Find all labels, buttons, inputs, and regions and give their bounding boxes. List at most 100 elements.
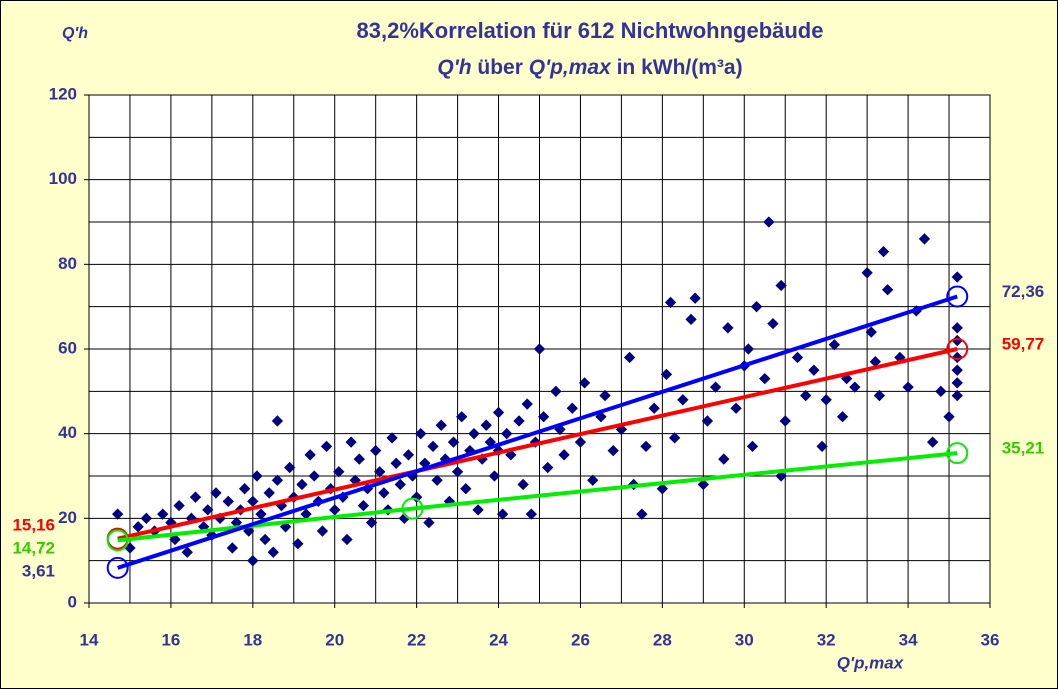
point — [869, 356, 881, 368]
point — [496, 508, 509, 520]
point — [623, 351, 636, 364]
x-tick-label: 30 — [735, 630, 754, 649]
point — [935, 385, 947, 397]
trend-marker — [946, 285, 969, 308]
point — [607, 444, 619, 457]
point — [640, 440, 652, 453]
x-tick-label: 20 — [325, 630, 344, 649]
point — [660, 368, 673, 381]
point — [247, 555, 259, 567]
point — [394, 478, 406, 491]
point — [951, 364, 963, 376]
point — [800, 389, 812, 402]
point — [267, 546, 279, 558]
point — [927, 436, 939, 448]
point — [759, 372, 771, 385]
point — [668, 432, 681, 444]
line-label: 15,16 — [12, 515, 55, 534]
point — [140, 512, 152, 524]
x-tick-label: 26 — [571, 630, 590, 649]
point — [423, 516, 435, 529]
point — [329, 504, 341, 516]
point — [296, 478, 308, 491]
subtitle-part: Q'h — [437, 56, 471, 79]
point — [189, 491, 202, 503]
point — [664, 296, 677, 309]
point — [648, 402, 660, 414]
point — [112, 508, 124, 520]
point — [173, 499, 185, 512]
point — [685, 313, 697, 326]
point — [775, 279, 787, 292]
point — [271, 415, 284, 427]
point — [456, 411, 468, 423]
trend-marker — [106, 529, 129, 552]
point — [750, 301, 763, 313]
trend-marker — [946, 442, 969, 465]
point — [537, 411, 550, 423]
point — [808, 364, 820, 376]
point — [222, 495, 234, 508]
point — [902, 381, 914, 393]
line-label: 3,61 — [22, 561, 55, 580]
y-tick-label: 80 — [58, 254, 77, 273]
point — [951, 377, 963, 389]
point — [701, 415, 714, 427]
point — [492, 406, 505, 419]
point — [263, 487, 275, 499]
point — [578, 377, 591, 389]
point — [820, 394, 832, 406]
point — [251, 470, 263, 482]
point — [447, 436, 460, 448]
point — [779, 415, 791, 427]
x-tick-label: 16 — [161, 630, 180, 649]
trend-line — [117, 347, 958, 541]
y-tick-label: 60 — [58, 338, 77, 357]
x-tick-label: 34 — [899, 630, 918, 649]
point — [181, 546, 193, 558]
point — [697, 478, 709, 491]
point — [255, 508, 267, 520]
point — [836, 411, 849, 423]
x-tick-label: 32 — [817, 630, 836, 649]
point — [566, 402, 578, 414]
point — [513, 415, 525, 427]
point — [730, 402, 742, 414]
point — [542, 461, 554, 474]
point — [247, 495, 259, 508]
point — [550, 385, 562, 397]
point — [132, 521, 144, 533]
line-label: 59,77 — [1002, 334, 1045, 353]
point — [345, 436, 357, 448]
point — [746, 440, 759, 453]
point — [533, 343, 546, 355]
x-axis-label: Q'p,max — [837, 653, 905, 672]
point — [284, 461, 296, 474]
point — [558, 449, 570, 461]
point — [517, 478, 529, 491]
point — [951, 271, 963, 283]
point — [386, 432, 398, 444]
line-label: 14,72 — [12, 538, 55, 557]
point — [689, 292, 701, 304]
point — [402, 449, 415, 461]
point — [292, 538, 304, 550]
point — [677, 394, 689, 406]
point — [742, 343, 755, 355]
plot-border — [88, 94, 991, 604]
point — [169, 533, 181, 546]
point — [865, 326, 877, 338]
point — [718, 453, 730, 465]
point — [202, 504, 214, 516]
point — [722, 322, 734, 334]
x-tick-label: 28 — [653, 630, 672, 649]
point — [210, 487, 222, 499]
subtitle-part: über — [472, 56, 529, 79]
trend-marker — [401, 497, 424, 520]
line-label: 35,21 — [1002, 439, 1045, 458]
point — [709, 381, 722, 393]
point — [304, 449, 316, 461]
point — [951, 334, 963, 347]
point — [271, 474, 284, 486]
subtitle-part: Q'p,max — [529, 56, 612, 79]
